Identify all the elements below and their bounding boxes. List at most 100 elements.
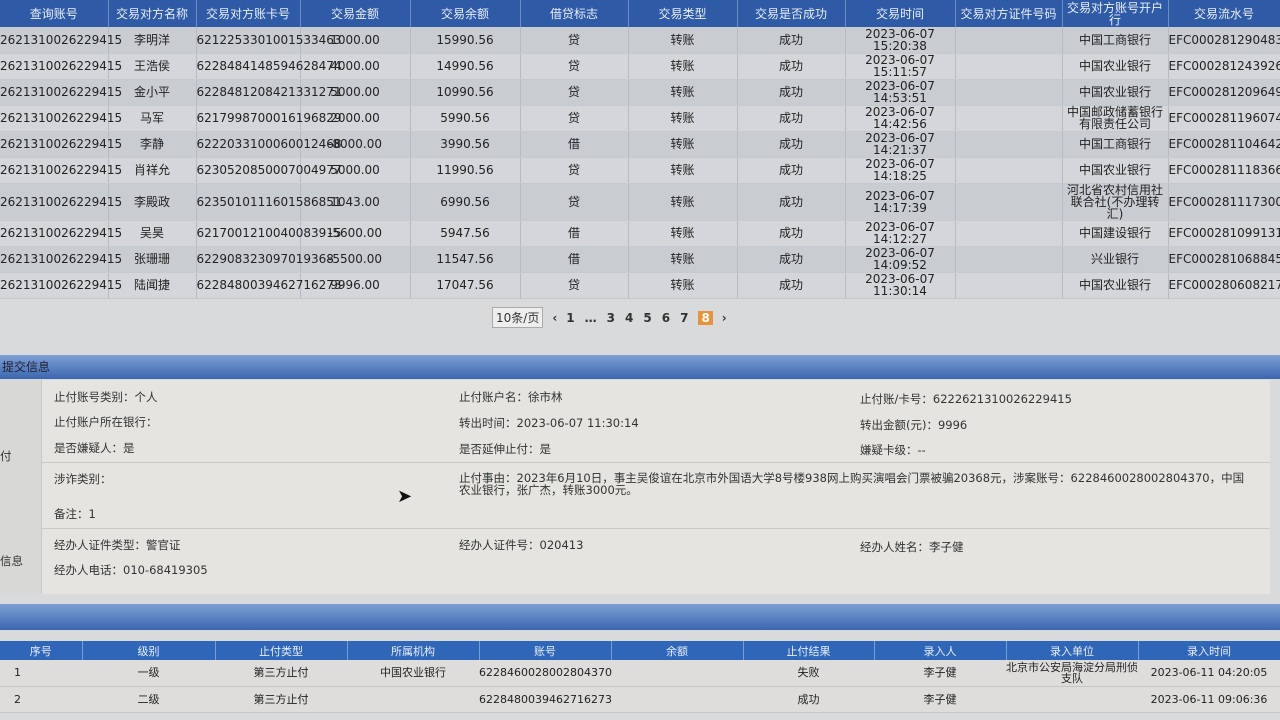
- column-header[interactable]: 级别: [82, 641, 216, 660]
- table-cell: 2621310026229415: [0, 131, 122, 158]
- column-header[interactable]: 序号: [0, 641, 83, 660]
- table-cell: 1: [0, 660, 82, 687]
- table-cell: 转账: [628, 246, 738, 273]
- table-cell: 2621310026229415: [0, 220, 122, 247]
- table-cell: 贷: [520, 53, 629, 80]
- table-row[interactable]: 2621310026229415 张珊珊 622908323097019368 -55…: [0, 246, 1280, 273]
- column-header[interactable]: 所属机构: [347, 641, 480, 660]
- table-row[interactable]: 2621310026229415 金小平 6228481208421331271 50…: [0, 79, 1280, 106]
- column-header[interactable]: 止付类型: [215, 641, 348, 660]
- table-cell: 1043.00: [300, 183, 411, 221]
- table-cell: 2621310026229415: [0, 183, 122, 221]
- table-cell: 2621310026229415: [0, 272, 122, 299]
- table-cell: EFC0002812096493: [1168, 79, 1280, 106]
- page-ellipsis[interactable]: …: [584, 310, 597, 325]
- column-header[interactable]: 录入人: [874, 641, 1007, 660]
- table-cell: [955, 53, 1063, 80]
- table-cell: 2621310026229415: [0, 27, 122, 54]
- table-cell: -8000.00: [300, 131, 411, 158]
- page-8[interactable]: 8: [698, 310, 713, 325]
- table-cell: 贷: [520, 157, 629, 184]
- column-header[interactable]: 录入单位: [1006, 641, 1139, 660]
- table-cell: 贷: [520, 79, 629, 106]
- table-row[interactable]: 2621310026229415 肖祥允 6230520850007004977 50…: [0, 157, 1280, 184]
- column-header[interactable]: 交易金额: [300, 0, 411, 27]
- table-cell: 中国农业银行: [347, 660, 479, 687]
- fraud-type: 涉诈类别：: [54, 472, 112, 486]
- column-header[interactable]: 交易流水号: [1168, 0, 1280, 27]
- table-cell: 6217001210040083915: [196, 220, 342, 247]
- table-cell: 6228480039462716273: [479, 686, 612, 713]
- table-row[interactable]: 2 二级 第三方止付 6228480039462716273 成功 李子健 2023-06-…: [0, 686, 1280, 713]
- card-level: 嫌疑卡级：--: [860, 443, 926, 457]
- page-4[interactable]: 4: [625, 310, 634, 325]
- column-header[interactable]: 交易对方名称: [108, 0, 197, 27]
- table-row[interactable]: 2621310026229415 李静 6222033100060012468 -80…: [0, 131, 1280, 158]
- table-cell: 王浩侯: [108, 53, 197, 80]
- page-1[interactable]: 1: [566, 310, 575, 325]
- table-cell: 贷: [520, 272, 629, 299]
- table-cell: 6990.56: [410, 183, 521, 221]
- table-cell: 11547.56: [410, 246, 521, 273]
- table-cell: 借: [520, 220, 629, 247]
- table-cell: 成功: [737, 246, 846, 273]
- column-header[interactable]: 交易类型: [628, 0, 738, 27]
- acct-type: 止付账号类别：个人: [54, 390, 158, 404]
- column-header[interactable]: 账号: [479, 641, 612, 660]
- table-cell: 张珊珊: [108, 246, 197, 273]
- table-cell: [955, 246, 1063, 273]
- table-row[interactable]: 1 一级 第三方止付 中国农业银行 6228460028002804370 失败 李子健 北京…: [0, 660, 1280, 687]
- column-header[interactable]: 录入时间: [1138, 641, 1280, 660]
- table-row[interactable]: 2621310026229415 马军 6217998700016196829 200…: [0, 105, 1280, 132]
- prev-page-icon[interactable]: ‹: [552, 310, 558, 325]
- officer-id-type: 经办人证件类型：警官证: [54, 538, 181, 552]
- column-header[interactable]: 交易对方账卡号: [196, 0, 301, 27]
- table-cell: 15990.56: [410, 27, 521, 54]
- page-3[interactable]: 3: [606, 310, 615, 325]
- table-cell: 贷: [520, 183, 629, 221]
- table-cell: 9996.00: [300, 272, 411, 299]
- table-cell: 一级: [82, 660, 215, 687]
- page-6[interactable]: 6: [661, 310, 671, 325]
- column-header[interactable]: 交易余额: [410, 0, 521, 27]
- page-5[interactable]: 5: [643, 310, 652, 325]
- table-row[interactable]: 2621310026229415 李明洋 6212253301001533463 10…: [0, 27, 1280, 54]
- page-size-select[interactable]: 10条/页: [492, 307, 544, 328]
- section-title: 提交信息: [2, 360, 51, 374]
- table-cell: 中国建设银行: [1062, 220, 1169, 247]
- table-cell: 借: [520, 131, 629, 158]
- table-cell: 2621310026229415: [0, 246, 122, 273]
- page-7[interactable]: 7: [680, 310, 689, 325]
- table-cell: EFC0002811183668: [1168, 157, 1280, 184]
- table-cell: 成功: [737, 105, 846, 132]
- table-cell: 转账: [628, 131, 738, 158]
- table-cell: 6217998700016196829: [196, 105, 342, 132]
- table-cell: 5000.00: [300, 79, 411, 106]
- column-header[interactable]: 交易是否成功: [737, 0, 846, 27]
- table-cell: EFC0002810991311: [1168, 220, 1280, 247]
- table-cell: 中国工商银行: [1062, 27, 1169, 54]
- table-cell: 借: [520, 246, 629, 273]
- table-row[interactable]: 2621310026229415 李殿政 6235010111601586851 10…: [0, 183, 1280, 221]
- column-header[interactable]: 查询账号: [0, 0, 109, 27]
- column-header[interactable]: 交易对方账号开户行: [1062, 0, 1169, 27]
- table-row[interactable]: 2621310026229415 王浩侯 6228484148594628474 40…: [0, 53, 1280, 80]
- out-amount: 转出金额(元)：9996: [860, 418, 968, 432]
- table-cell: 中国农业银行: [1062, 53, 1169, 80]
- table-cell: -5600.00: [300, 220, 411, 247]
- column-header[interactable]: 交易时间: [845, 0, 956, 27]
- column-header[interactable]: 借贷标志: [520, 0, 629, 27]
- table-cell: 2621310026229415: [0, 105, 122, 132]
- table-cell: EFC0002811960740: [1168, 105, 1280, 132]
- table-row[interactable]: 2621310026229415 陆闻捷 6228480039462716273 99…: [0, 272, 1280, 299]
- officer-id: 经办人证件号：020413: [459, 538, 584, 552]
- table-row[interactable]: 2621310026229415 吴昊 6217001210040083915 -56…: [0, 220, 1280, 247]
- table-cell: 陆闻捷: [108, 272, 197, 299]
- column-header[interactable]: 交易对方证件号码: [955, 0, 1063, 27]
- table-cell: 二级: [82, 686, 215, 713]
- column-header[interactable]: 止付结果: [743, 641, 875, 660]
- table-cell: 11990.56: [410, 157, 521, 184]
- next-page-icon[interactable]: ›: [721, 310, 727, 325]
- column-header[interactable]: 余额: [611, 641, 744, 660]
- out-time: 转出时间：2023-06-07 11:30:14: [459, 416, 639, 430]
